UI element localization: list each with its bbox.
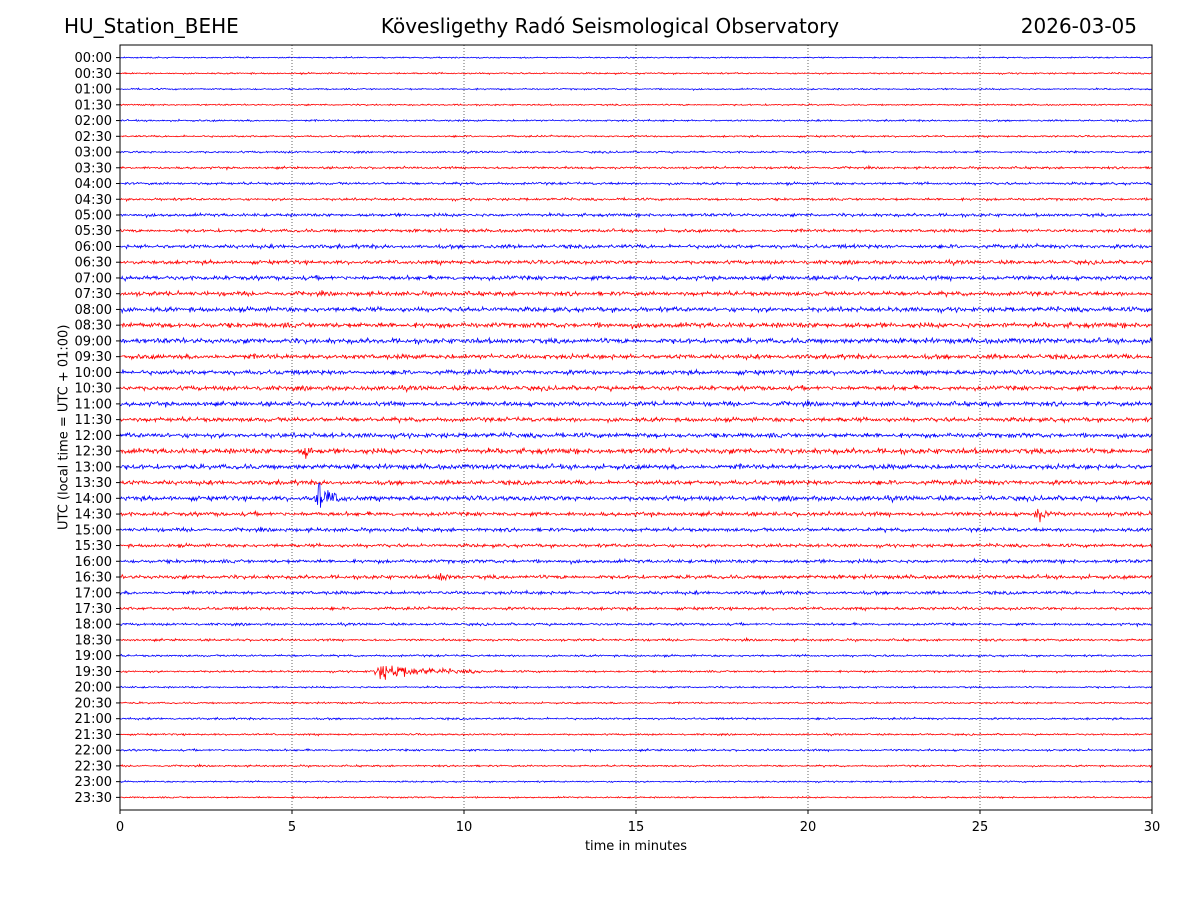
y-tick-label: 11:00 (75, 397, 112, 412)
x-axis-label: time in minutes (585, 839, 687, 854)
trace-1300 (119, 462, 1153, 472)
y-tick-label: 06:30 (75, 256, 112, 271)
y-tick-label: 20:00 (75, 681, 112, 696)
trace-0830 (119, 320, 1153, 330)
y-tick-label: 08:30 (75, 319, 112, 334)
y-tick-label: 15:30 (75, 539, 112, 554)
y-tick-label: 11:30 (75, 413, 112, 428)
y-tick-label: 17:30 (75, 602, 112, 617)
y-tick-label: 05:30 (75, 224, 112, 239)
x-tick-label: 0 (116, 820, 124, 835)
y-tick-label: 07:30 (75, 287, 112, 302)
trace-0100 (119, 87, 1153, 91)
y-tick-label: 04:30 (75, 193, 112, 208)
x-tick-label: 15 (628, 820, 645, 835)
y-tick-label: 06:00 (75, 240, 112, 255)
grid-lines (291, 45, 981, 810)
y-axis-label: UTC (local time = UTC + 01:00) (56, 324, 72, 530)
y-tick-label: 15:00 (75, 523, 112, 538)
x-tick-label: 30 (1144, 820, 1161, 835)
y-tick-label: 05:00 (75, 209, 112, 224)
y-tick-label: 14:00 (75, 492, 112, 507)
trace-2100 (119, 716, 1153, 722)
trace-0530 (119, 227, 1153, 234)
plot-date: 2026-03-05 (1020, 14, 1137, 38)
y-tick-label: 09:30 (75, 350, 112, 365)
y-tick-label: 19:30 (75, 665, 112, 680)
y-tick-label: 22:00 (75, 744, 112, 759)
y-tick-label: 08:00 (75, 303, 112, 318)
trace-0930 (119, 352, 1153, 361)
trace-1100 (119, 399, 1153, 409)
x-axis: 0 5 10 15 20 25 30 (116, 810, 1160, 835)
y-tick-label: 23:00 (75, 775, 112, 790)
observatory-title: Kövesligethy Radó Seismological Observat… (380, 14, 840, 38)
y-tick-label: 03:30 (75, 161, 112, 176)
x-tick-label: 25 (972, 820, 989, 835)
y-tick-label: 18:00 (75, 618, 112, 633)
y-tick-label: 16:30 (75, 571, 112, 586)
y-tick-label: 19:00 (75, 649, 112, 664)
y-tick-label: 18:30 (75, 633, 112, 648)
x-tick-label: 5 (288, 820, 296, 835)
y-tick-label: 04:00 (75, 177, 112, 192)
y-tick-label: 03:00 (75, 146, 112, 161)
y-tick-label: 02:00 (75, 114, 112, 129)
y-tick-label: 02:30 (75, 130, 112, 145)
x-tick-label: 10 (456, 820, 473, 835)
y-tick-label: 12:30 (75, 445, 112, 460)
trace-1200 (119, 430, 1153, 441)
trace-2130 (119, 732, 1153, 737)
y-tick-label: 00:00 (75, 51, 112, 66)
y-tick-label: 10:30 (75, 382, 112, 397)
y-tick-label: 12:00 (75, 429, 112, 444)
trace-0900 (119, 336, 1153, 346)
y-tick-label: 10:00 (75, 366, 112, 381)
y-tick-label: 07:00 (75, 271, 112, 286)
trace-1900 (119, 653, 1152, 659)
y-tick-label: 00:30 (75, 67, 112, 82)
y-tick-label: 01:30 (75, 98, 112, 113)
y-tick-label: 01:00 (75, 83, 112, 98)
trace-0700 (119, 273, 1153, 283)
y-tick-label: 23:30 (75, 791, 112, 806)
y-tick-label: 13:30 (75, 476, 112, 491)
y-tick-label: 17:00 (75, 586, 112, 601)
station-name: HU_Station_BEHE (64, 14, 239, 38)
y-tick-label: 21:00 (75, 712, 112, 727)
y-tick-label: 22:30 (75, 759, 112, 774)
y-tick-label: 21:30 (75, 728, 112, 743)
y-tick-label: 09:00 (75, 334, 112, 349)
trace-1700 (119, 589, 1153, 597)
y-axis: 00:0000:3001:0001:3002:0002:3003:0003:30… (75, 51, 120, 806)
y-tick-label: 16:00 (75, 555, 112, 570)
trace-2300 (119, 779, 1153, 784)
y-tick-label: 20:30 (75, 696, 112, 711)
trace-2330 (119, 795, 1153, 800)
y-tick-label: 13:00 (75, 460, 112, 475)
x-tick-label: 20 (800, 820, 817, 835)
trace-0330 (119, 164, 1153, 171)
y-tick-label: 14:30 (75, 508, 112, 523)
trace-0300 (119, 149, 1153, 155)
